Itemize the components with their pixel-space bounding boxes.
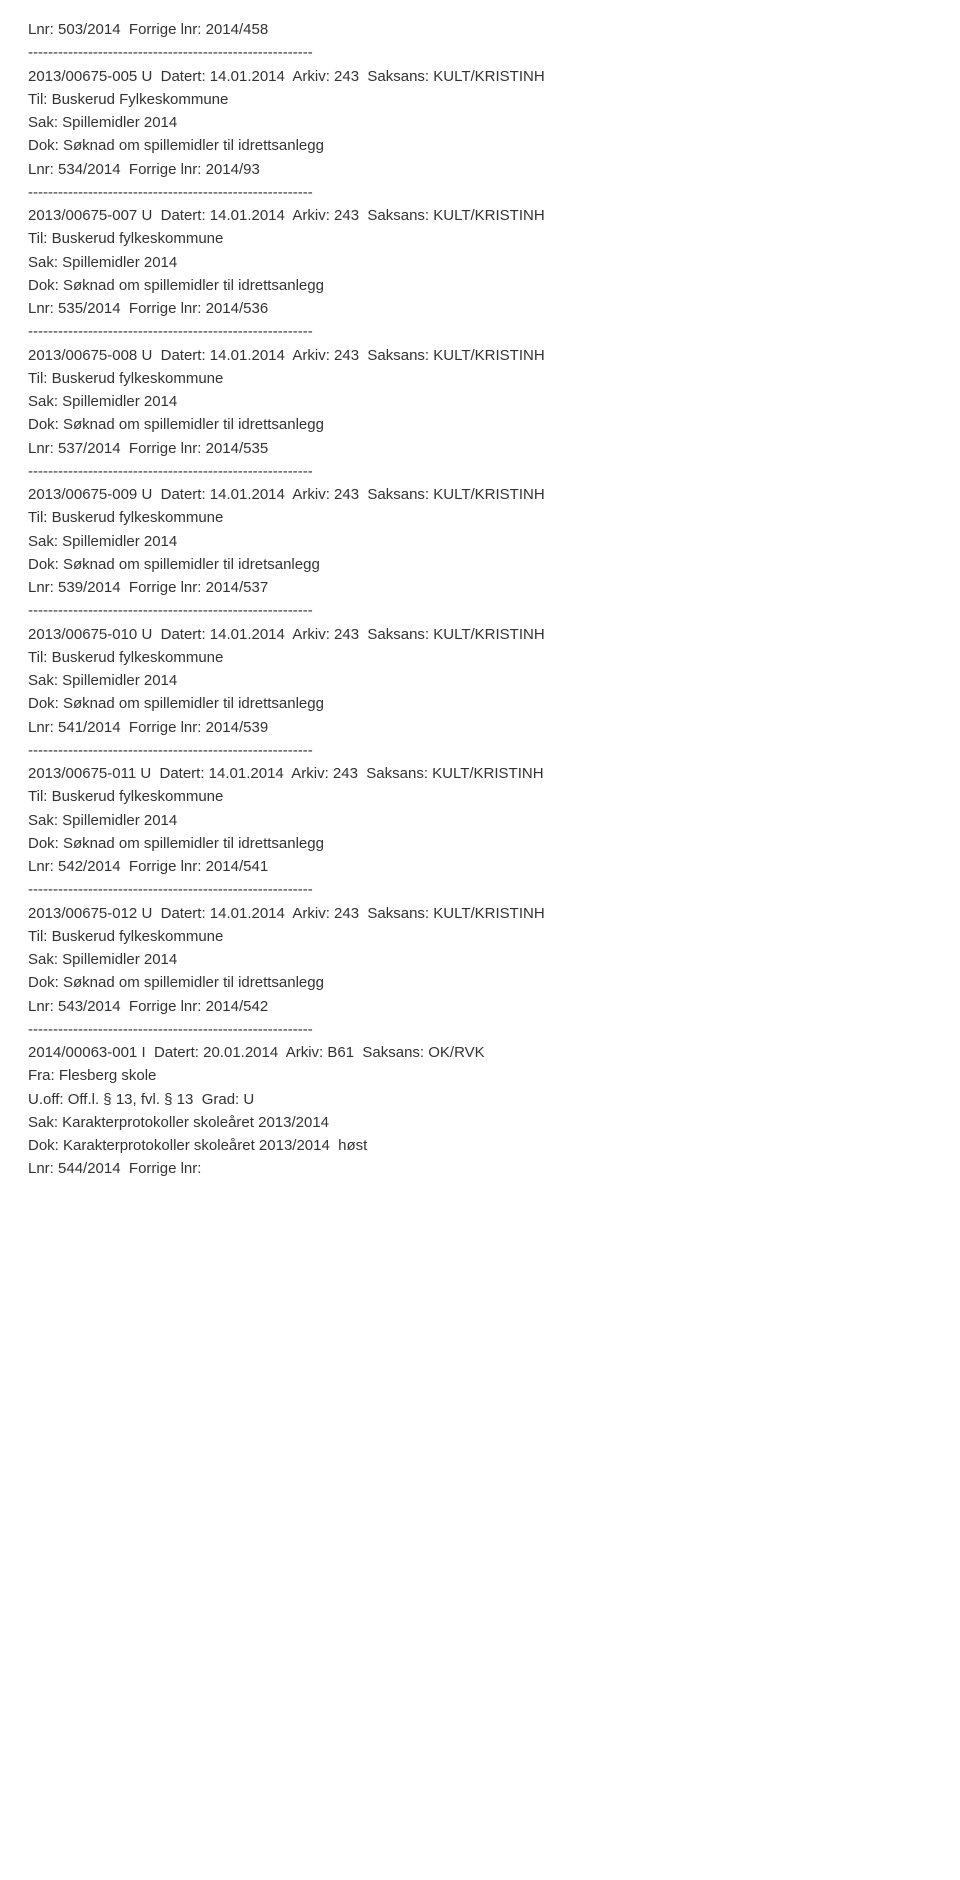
entry-header: 2013/00675-005 U Datert: 14.01.2014 Arki… [28,65,932,88]
journal-entry: 2013/00675-008 U Datert: 14.01.2014 Arki… [28,344,932,460]
entry-sak: Sak: Spillemidler 2014 [28,809,932,832]
separator-line: ----------------------------------------… [28,460,932,483]
entry-sak: Sak: Spillemidler 2014 [28,251,932,274]
entry-header: 2013/00675-012 U Datert: 14.01.2014 Arki… [28,902,932,925]
entry-til: Til: Buskerud fylkeskommune [28,925,932,948]
entry-lnr: Lnr: 535/2014 Forrige lnr: 2014/536 [28,297,932,320]
entry-header: 2013/00675-011 U Datert: 14.01.2014 Arki… [28,762,932,785]
entry-dok: Dok: Søknad om spillemidler til idretsan… [28,553,932,576]
entry-til: Til: Buskerud fylkeskommune [28,646,932,669]
separator-line: ----------------------------------------… [28,599,932,622]
entry-sak: Sak: Spillemidler 2014 [28,390,932,413]
entry-sak: Sak: Karakterprotokoller skoleåret 2013/… [28,1111,932,1134]
entry-sak: Sak: Spillemidler 2014 [28,530,932,553]
separator-line: ----------------------------------------… [28,41,932,64]
entry-dok: Dok: Karakterprotokoller skoleåret 2013/… [28,1134,932,1157]
entry-sak: Sak: Spillemidler 2014 [28,111,932,134]
entry-dok: Dok: Søknad om spillemidler til idrettsa… [28,692,932,715]
entry-lnr: Lnr: 543/2014 Forrige lnr: 2014/542 [28,995,932,1018]
entry-header: 2013/00675-007 U Datert: 14.01.2014 Arki… [28,204,932,227]
separator-line: ----------------------------------------… [28,181,932,204]
separator-line: ----------------------------------------… [28,320,932,343]
entry-header: 2013/00675-008 U Datert: 14.01.2014 Arki… [28,344,932,367]
entry-til: Til: Buskerud Fylkeskommune [28,88,932,111]
separator-line: ----------------------------------------… [28,739,932,762]
journal-entry: 2013/00675-007 U Datert: 14.01.2014 Arki… [28,204,932,320]
entry-sak: Sak: Spillemidler 2014 [28,948,932,971]
entry-lnr: Lnr: 537/2014 Forrige lnr: 2014/535 [28,437,932,460]
entry-dok: Dok: Søknad om spillemidler til idrettsa… [28,274,932,297]
entry-dok: Dok: Søknad om spillemidler til idrettsa… [28,832,932,855]
journal-entry: 2013/00675-010 U Datert: 14.01.2014 Arki… [28,623,932,739]
entry-lnr: Lnr: 534/2014 Forrige lnr: 2014/93 [28,158,932,181]
entry-lnr: Lnr: 544/2014 Forrige lnr: [28,1157,932,1180]
journal-entry: 2013/00675-011 U Datert: 14.01.2014 Arki… [28,762,932,878]
entry-til: Fra: Flesberg skole [28,1064,932,1087]
entry-sak: Sak: Spillemidler 2014 [28,669,932,692]
separator-line: ----------------------------------------… [28,878,932,901]
opening-lnr-line: Lnr: 503/2014 Forrige lnr: 2014/458 [28,18,932,41]
entry-uoff: U.off: Off.l. § 13, fvl. § 13 Grad: U [28,1088,932,1111]
entry-dok: Dok: Søknad om spillemidler til idrettsa… [28,971,932,994]
entry-lnr: Lnr: 541/2014 Forrige lnr: 2014/539 [28,716,932,739]
entry-til: Til: Buskerud fylkeskommune [28,227,932,250]
journal-entry: 2013/00675-012 U Datert: 14.01.2014 Arki… [28,902,932,1018]
entry-til: Til: Buskerud fylkeskommune [28,367,932,390]
entry-dok: Dok: Søknad om spillemidler til idrettsa… [28,134,932,157]
entry-dok: Dok: Søknad om spillemidler til idrettsa… [28,413,932,436]
entry-header: 2014/00063-001 I Datert: 20.01.2014 Arki… [28,1041,932,1064]
entry-lnr: Lnr: 542/2014 Forrige lnr: 2014/541 [28,855,932,878]
journal-entry: 2013/00675-005 U Datert: 14.01.2014 Arki… [28,65,932,181]
separator-line: ----------------------------------------… [28,1018,932,1041]
journal-entry: 2013/00675-009 U Datert: 14.01.2014 Arki… [28,483,932,599]
document-journal: Lnr: 503/2014 Forrige lnr: 2014/458-----… [28,18,932,1181]
entry-header: 2013/00675-009 U Datert: 14.01.2014 Arki… [28,483,932,506]
journal-entry: 2014/00063-001 I Datert: 20.01.2014 Arki… [28,1041,932,1181]
entry-til: Til: Buskerud fylkeskommune [28,506,932,529]
entry-til: Til: Buskerud fylkeskommune [28,785,932,808]
entry-lnr: Lnr: 539/2014 Forrige lnr: 2014/537 [28,576,932,599]
entry-header: 2013/00675-010 U Datert: 14.01.2014 Arki… [28,623,932,646]
